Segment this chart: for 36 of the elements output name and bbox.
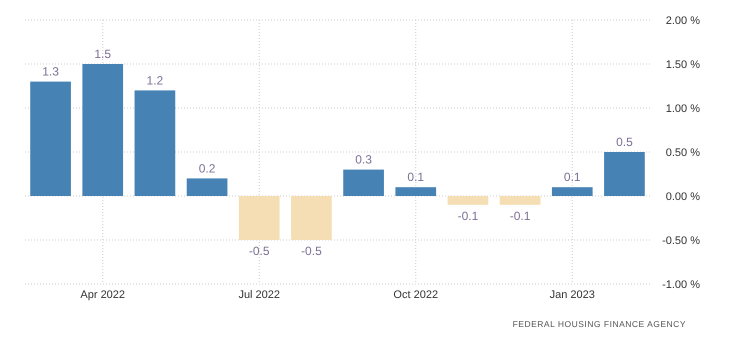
- y-tick-label: -1.00 %: [662, 279, 700, 291]
- data-label: -0.1: [458, 208, 479, 223]
- y-tick-label: 1.50 %: [666, 59, 700, 71]
- data-label: -0.5: [248, 244, 270, 258]
- x-tick-label: Apr 2022: [80, 289, 126, 301]
- data-label: 1.2: [146, 73, 164, 88]
- data-label: 1.5: [94, 47, 112, 61]
- x-tick-label: Jul 2022: [238, 289, 280, 301]
- bar: [238, 196, 280, 240]
- bar: [500, 196, 540, 205]
- data-label: -0.5: [301, 244, 322, 258]
- y-tick-label: 0.00 %: [666, 191, 700, 203]
- text: FEDERAL HOUSING FINANCE AGENCY: [512, 319, 686, 329]
- bar: [30, 82, 71, 196]
- data-label: 0.5: [616, 135, 634, 149]
- data-label: 0.2: [198, 161, 216, 176]
- y-tick-label: 0.50 %: [666, 147, 700, 159]
- y-tick-label: 2.00 %: [666, 15, 700, 27]
- data-label: 0.1: [564, 170, 581, 184]
- bar: [82, 64, 124, 196]
- bar: [134, 90, 176, 196]
- data-label: 0.1: [407, 170, 424, 184]
- y-tick-label: 1.00 %: [666, 103, 700, 115]
- data-label: 1.3: [42, 64, 60, 79]
- bar: [186, 178, 228, 196]
- bar: [343, 170, 384, 196]
- bar: [604, 152, 645, 196]
- bar: [552, 187, 593, 196]
- x-tick-label: Jan 2023: [550, 289, 595, 301]
- bar: [395, 187, 436, 196]
- bar: [448, 196, 488, 205]
- y-tick-label: -0.50 %: [662, 235, 700, 247]
- bar: [291, 196, 332, 240]
- x-tick-label: Oct 2022: [393, 289, 438, 301]
- data-label: 0.3: [355, 152, 372, 167]
- data-label: -0.1: [510, 208, 531, 223]
